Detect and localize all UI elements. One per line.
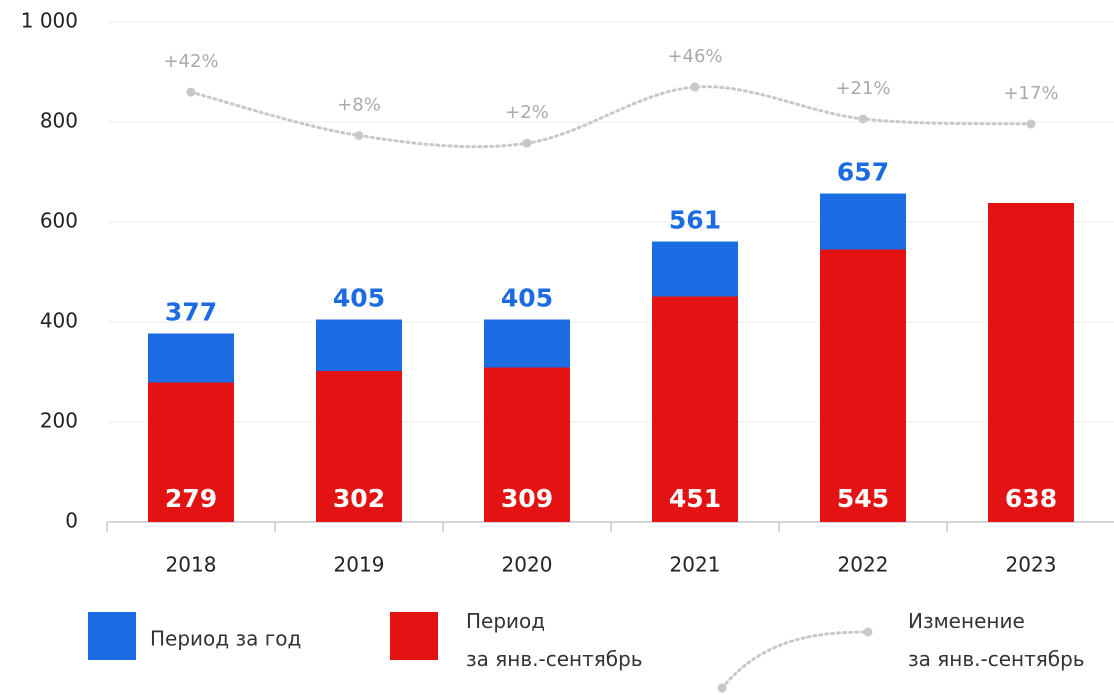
data-label: 561 (669, 206, 721, 235)
change-point (186, 87, 196, 97)
change-line (189, 85, 1033, 149)
change-label: +2% (505, 102, 549, 123)
bar (652, 296, 738, 522)
x-tick-label: 2020 (502, 553, 553, 577)
data-label: 451 (669, 484, 721, 513)
data-label: 309 (501, 484, 553, 513)
change-point (354, 131, 364, 141)
bar (316, 371, 402, 522)
legend-swatch (390, 612, 438, 660)
change-point (1026, 119, 1036, 129)
legend-swatch (88, 612, 136, 660)
y-tick-label: 200 (40, 409, 78, 433)
data-label: 657 (837, 158, 889, 187)
x-tick-label: 2019 (334, 553, 385, 577)
legend-label: Период за год (150, 627, 301, 651)
data-label: 405 (501, 284, 553, 313)
legend-line (720, 630, 870, 690)
change-point (858, 114, 868, 124)
data-label: 638 (1005, 484, 1057, 513)
bar (988, 203, 1074, 522)
change-point (522, 138, 532, 148)
legend-label: Период за янв.-сентябрь (466, 609, 643, 671)
y-tick-label: 800 (40, 109, 78, 133)
data-label: 302 (333, 484, 385, 513)
change-label: +8% (337, 95, 381, 116)
bar (484, 367, 570, 522)
data-label: 279 (165, 484, 217, 513)
change-label: +17% (1003, 83, 1058, 104)
legend-point (717, 683, 727, 693)
x-tick-label: 2021 (670, 553, 721, 577)
legend-point (863, 627, 873, 637)
change-point (690, 82, 700, 92)
bar (820, 249, 906, 522)
bar (148, 382, 234, 522)
y-tick-label: 0 (65, 509, 78, 533)
x-tick-label: 2023 (1006, 553, 1057, 577)
change-label: +42% (163, 51, 218, 72)
x-tick-label: 2018 (166, 553, 217, 577)
change-label: +46% (667, 46, 722, 67)
data-label: 377 (165, 298, 217, 327)
y-tick-label: 400 (40, 309, 78, 333)
y-tick-label: 600 (40, 209, 78, 233)
x-tick-label: 2022 (838, 553, 889, 577)
legend-label: Изменение за янв.-сентябрь (908, 609, 1085, 671)
change-label: +21% (835, 78, 890, 99)
data-label: 405 (333, 284, 385, 313)
y-tick-label: 1 000 (21, 9, 78, 33)
data-label: 545 (837, 484, 889, 513)
